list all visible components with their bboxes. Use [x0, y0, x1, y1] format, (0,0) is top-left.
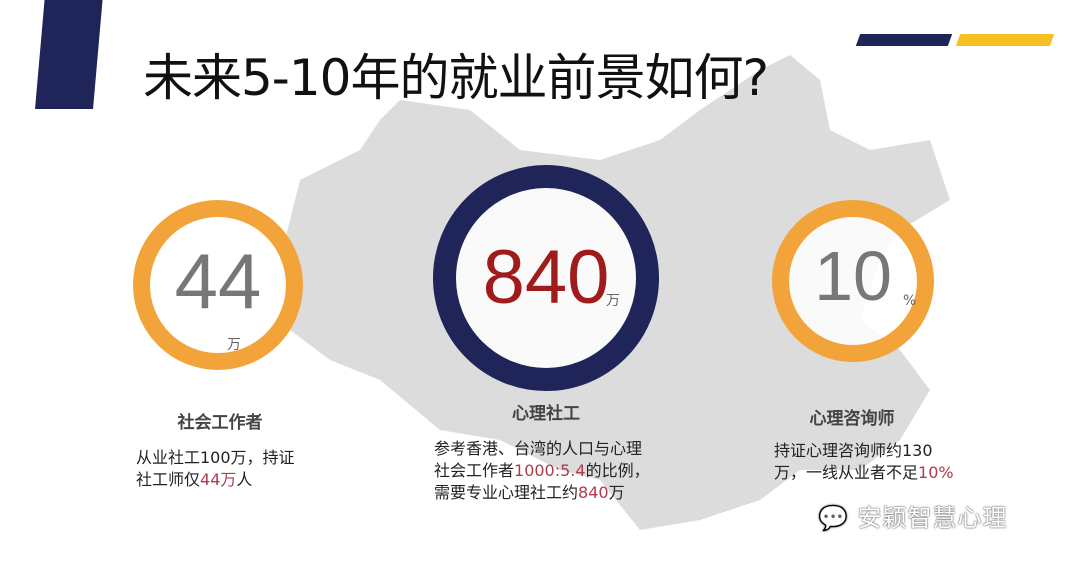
stat-description: 从业社工100万，持证 社工师仅44万人: [136, 448, 295, 489]
stat-caption: 心理咨询师: [809, 409, 895, 429]
title-accent-bar: [35, 0, 103, 109]
stat-description: 持证心理咨询师约130 万，一线从业者不足10%: [774, 441, 954, 482]
stat-unit: 万: [606, 293, 620, 309]
stat-caption: 社会工作者: [177, 413, 263, 433]
stat-unit: %: [903, 293, 917, 309]
wechat-icon: 💬: [818, 504, 849, 532]
watermark: 💬 安颖智慧心理: [818, 498, 1008, 533]
yellow-decor-bar: [955, 34, 1055, 46]
stat-value: 840: [482, 235, 610, 320]
stat-unit: 万: [227, 337, 241, 353]
stat-description: 参考香港、台湾的人口与心理 社会工作者1000:5.4的比例， 需要专业心理社工约8…: [434, 439, 650, 502]
watermark-text: 安颖智慧心理: [857, 504, 1008, 532]
stat-caption: 心理社工: [512, 404, 580, 424]
page-title: 未来5-10年的就业前景如何?: [143, 49, 769, 107]
stat-value: 10: [814, 237, 892, 315]
navy-decor-bar: [855, 34, 953, 46]
stat-value: 44: [174, 237, 262, 325]
